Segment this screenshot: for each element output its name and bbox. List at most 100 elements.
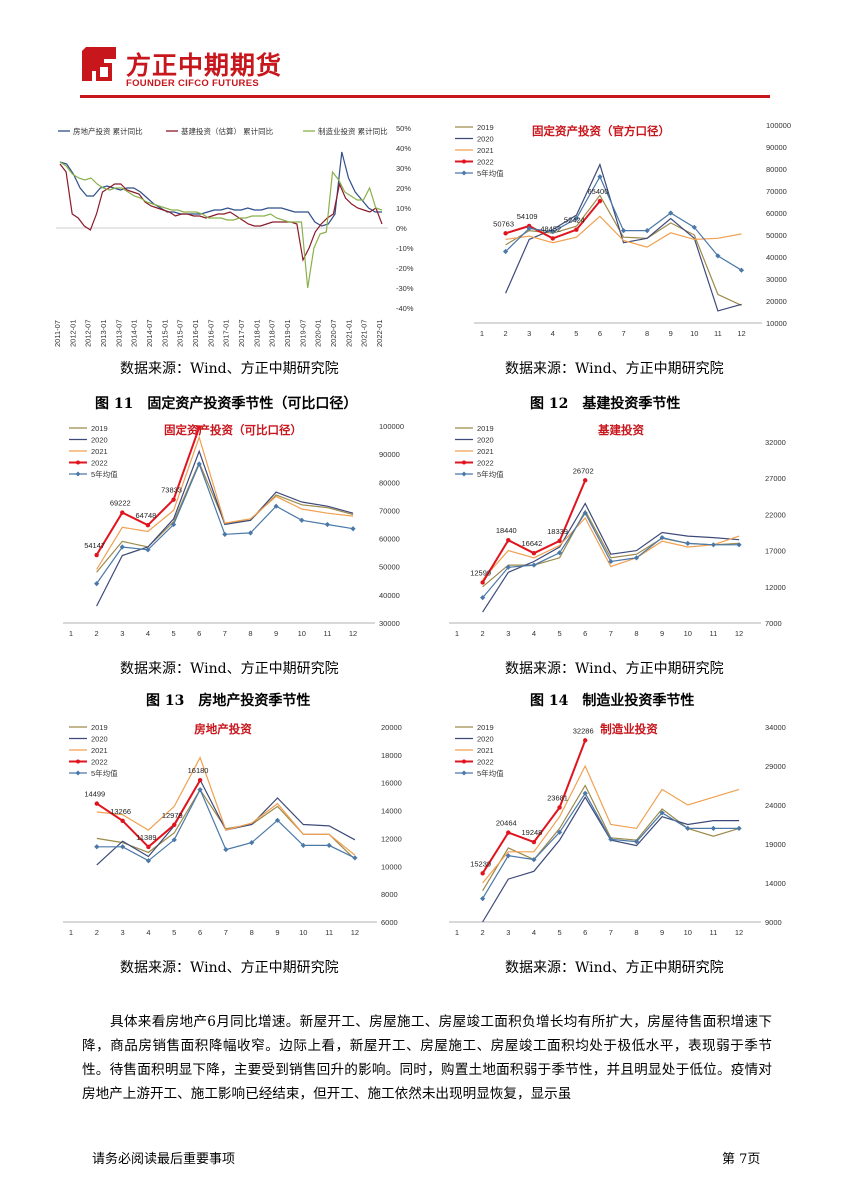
data-label: 73833 (161, 486, 182, 495)
y-tick-label: -10% (396, 244, 414, 253)
data-point (573, 215, 579, 222)
y-tick-label: 9000 (765, 918, 782, 927)
x-tick-label: 2 (504, 329, 508, 338)
y-tick-label: 20% (396, 184, 411, 193)
legend-label: 2019 (91, 424, 108, 433)
series-line-0 (59, 151, 382, 227)
series-line-5年均值 (482, 792, 740, 899)
y-tick-label: 19000 (765, 840, 786, 849)
y-tick-label: 8000 (381, 890, 398, 899)
x-tick-label: 8 (250, 928, 254, 937)
chart-growth: 50% 40% 30% 20% 10% 0% -10% -20% -30% -40% 2011-07… (48, 115, 428, 350)
data-point (480, 580, 485, 585)
series-line-5年均值 (482, 511, 740, 599)
series-line-2019 (505, 194, 742, 306)
legend-label: 2019 (477, 723, 494, 732)
series-line-2022 (481, 740, 587, 874)
page-header: 方正中期期货 FOUNDER CIFCO FUTURES (0, 0, 850, 100)
data-point (94, 844, 100, 850)
series-line-2020 (482, 502, 740, 613)
data-point (550, 229, 556, 235)
x-tick-label: 2 (95, 629, 99, 638)
y-tick-label: 7000 (765, 619, 782, 628)
data-point (196, 461, 202, 467)
y-tick-label: 100000 (766, 121, 791, 130)
legend-label: 房地产投资 累计同比 (73, 126, 143, 136)
x-tick-label: 4 (146, 629, 150, 638)
y-tick-label: 20000 (766, 297, 787, 306)
x-tick-label: 8 (634, 629, 638, 638)
source-note: 数据来源：Wind、方正中期研究院 (505, 361, 724, 377)
data-point (120, 844, 126, 850)
data-point (506, 830, 511, 835)
x-tick-label: 2011-07 (53, 320, 62, 347)
data-label: 65400 (588, 187, 609, 196)
page-number: 第 7页 (722, 1152, 761, 1167)
legend-marker (75, 770, 81, 776)
x-tick-label: 10 (690, 329, 698, 338)
legend-label: 2020 (91, 735, 108, 744)
data-point (557, 538, 562, 544)
y-tick-label: 20000 (381, 723, 402, 732)
x-tick-label: 8 (248, 629, 252, 638)
data-point (119, 544, 125, 550)
data-label: 54147 (84, 541, 105, 550)
source-note: 数据来源：Wind、方正中期研究院 (505, 960, 724, 976)
data-point (736, 825, 742, 831)
legend-label: 2019 (477, 424, 494, 433)
legend-label: 2022 (91, 758, 108, 767)
x-tick-label: 3 (120, 629, 124, 638)
series-line-2021 (482, 764, 740, 884)
legend-label: 2019 (91, 723, 108, 732)
data-label: 23681 (547, 793, 568, 802)
x-tick-label: 10 (684, 629, 692, 638)
data-point (685, 540, 691, 546)
chart-manufacturing: 1 2 3 4 5 6 7 8 9 10 11 12 34000 29000 24000 19000 14000… (443, 715, 793, 943)
y-tick-label: 30000 (379, 619, 400, 628)
data-point (324, 521, 331, 528)
x-tick-label: 10 (684, 928, 692, 937)
x-tick-label: 11 (710, 629, 718, 638)
y-tick-label: 10000 (381, 862, 402, 871)
x-tick-label: 2013-01 (99, 319, 108, 347)
chart-fai-official: 1 2 3 4 5 6 7 8 9 10 11 12 100000 90000 80000 70000 6000… (443, 115, 793, 345)
legend-marker (462, 759, 466, 764)
data-point (583, 478, 588, 483)
data-point (557, 805, 562, 810)
legend-label: 2020 (477, 735, 494, 744)
data-label: 18339 (547, 527, 568, 536)
legend-label: 5年均值 (91, 469, 118, 479)
x-tick-label: 3 (121, 928, 125, 937)
x-tick-label: 2016-01 (191, 319, 200, 347)
data-point (506, 537, 511, 543)
legend-label: 2022 (477, 758, 494, 767)
data-label: 15239 (470, 859, 491, 868)
chart-fai-official-svg: 1 2 3 4 5 6 7 8 9 10 11 121000009000080000700006000… (455, 121, 791, 338)
data-point (738, 267, 745, 273)
x-tick-label: 2 (95, 928, 99, 937)
x-tick-label: 2017-07 (237, 319, 246, 347)
y-tick-label: 70000 (379, 506, 400, 515)
data-point (120, 510, 125, 515)
data-point (583, 738, 588, 743)
data-label: 32286 (573, 726, 594, 735)
x-tick-label: 7 (224, 928, 228, 937)
y-tick-label: 24000 (765, 801, 786, 810)
data-label: 16180 (188, 766, 209, 775)
data-point (715, 253, 721, 259)
data-label: 12979 (162, 811, 183, 820)
data-point (170, 521, 177, 528)
x-tick-label: 2014-07 (145, 319, 154, 347)
x-tick-label: 6 (197, 629, 201, 638)
data-label: 14499 (84, 790, 105, 799)
x-tick-label: 10 (298, 629, 306, 638)
y-tick-label: 30% (396, 164, 411, 173)
data-point (197, 778, 203, 783)
x-tick-label: 1 (69, 928, 73, 937)
data-point (503, 231, 508, 236)
x-tick-label: 3 (527, 329, 531, 338)
y-tick-label: 60000 (379, 535, 400, 544)
series-line-1 (59, 163, 383, 262)
data-point (710, 825, 717, 831)
x-tick-label: 11 (714, 329, 722, 338)
